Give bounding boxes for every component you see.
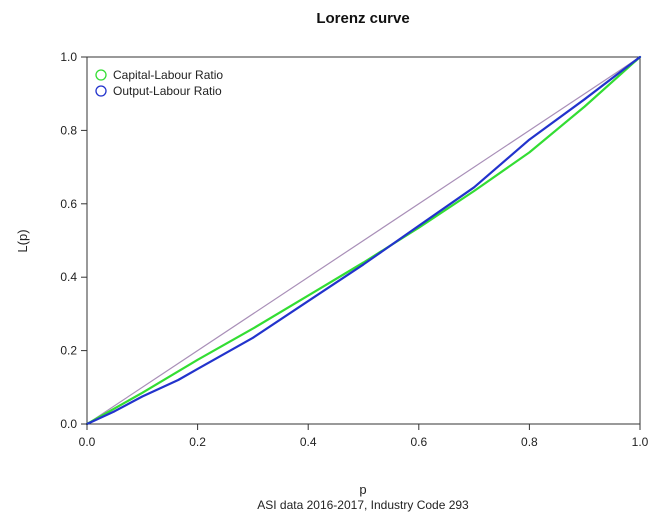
y-axis: 0.0 0.2 0.4 0.6 0.8 1.0 xyxy=(60,50,87,431)
legend-marker xyxy=(96,70,106,80)
legend-entry: Capital-Labour Ratio xyxy=(113,68,223,82)
y-tick-label: 0.8 xyxy=(60,123,77,137)
x-tick-label: 0.4 xyxy=(300,435,317,449)
x-tick-label: 1.0 xyxy=(632,435,649,449)
x-tick-label: 0.0 xyxy=(79,435,96,449)
x-axis-label: p xyxy=(359,482,366,497)
y-tick-label: 0.6 xyxy=(60,197,77,211)
chart-subtitle: ASI data 2016-2017, Industry Code 293 xyxy=(257,498,469,512)
x-tick-label: 0.6 xyxy=(410,435,427,449)
x-axis: 0.0 0.2 0.4 0.6 0.8 1.0 xyxy=(79,424,649,449)
legend-entry: Output-Labour Ratio xyxy=(113,84,222,98)
plot-area xyxy=(87,57,640,424)
y-axis-label: L(p) xyxy=(15,229,30,252)
x-tick-label: 0.2 xyxy=(189,435,206,449)
equality-line xyxy=(87,57,640,424)
y-tick-label: 0.4 xyxy=(60,270,77,284)
y-tick-label: 1.0 xyxy=(60,50,77,64)
y-tick-label: 0.0 xyxy=(60,417,77,431)
equality-line-layer xyxy=(87,57,640,424)
legend-marker xyxy=(96,86,106,96)
chart-title: Lorenz curve xyxy=(316,10,409,27)
y-tick-label: 0.2 xyxy=(60,344,77,358)
x-tick-label: 0.8 xyxy=(521,435,538,449)
legend: Capital-Labour Ratio Output-Labour Ratio xyxy=(96,68,223,98)
